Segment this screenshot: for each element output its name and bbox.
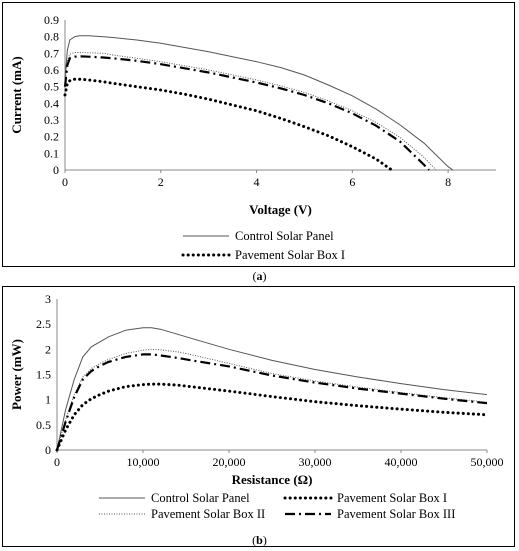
x-tick-label: 0 (62, 175, 68, 189)
caption-b: (b) (252, 533, 267, 547)
series-line-control-solar-panel (56, 327, 488, 451)
x-tick-label: 20,000 (213, 455, 246, 469)
y-axis-label: Current (mA) (9, 56, 24, 133)
x-tick-label: 10,000 (127, 455, 160, 469)
x-axis-label: Resistance (Ω) (232, 472, 313, 487)
x-tick-label: 40,000 (385, 455, 418, 469)
y-tick-label: 0.3 (44, 113, 59, 127)
legend-label-pavement-solar-box-ii: Pavement Solar Box II (151, 507, 265, 521)
y-tick-label: 2 (45, 342, 51, 356)
x-tick-label: 30,000 (299, 455, 332, 469)
x-axis-label: Voltage (V) (249, 202, 312, 217)
x-tick-label: 8 (445, 175, 451, 189)
series-line-pavement-solar-box-ii (64, 52, 437, 171)
legend-label-pavement-solar-box-i: Pavement Solar Box I (337, 491, 447, 505)
legend-label-pavement-solar-box-iii: Pavement Solar Box III (337, 507, 455, 521)
chart-a: 0 0.1 0.2 0.3 0.4 0.5 0.6 0.7 0.8 0.9 0 2 4 6 8 Voltage… (9, 13, 496, 262)
y-tick-label: 0.5 (36, 418, 51, 432)
y-tick-label: 0 (45, 443, 51, 457)
y-tick-label: 0.1 (44, 146, 59, 160)
y-tick-label: 0.2 (44, 130, 59, 144)
y-tick-label: 0.4 (44, 96, 59, 110)
y-tick-label: 1.5 (36, 368, 51, 382)
y-tick-label: 0 (53, 163, 59, 177)
x-tick-label: 2 (158, 175, 164, 189)
chart-b: 0 0.5 1 1.5 2 2.5 3 0 10,000 20,000 30,000 40,000 50… (9, 292, 504, 521)
y-tick-label: 3 (45, 292, 51, 306)
series-line-control-solar-panel (64, 35, 454, 171)
x-tick-label: 50,000 (471, 455, 504, 469)
x-tick-label: 0 (54, 455, 60, 469)
chart-b-frame: 0 0.5 1 1.5 2 2.5 3 0 10,000 20,000 30,000 40,000 50… (2, 286, 515, 547)
y-tick-label: 0.5 (44, 80, 59, 94)
y-tick-label: 0.7 (44, 46, 59, 60)
legend-label-control-solar-panel: Control Solar Panel (235, 229, 334, 243)
series-line-pavement-solar-box-i (63, 77, 395, 172)
y-tick-label: 0.8 (44, 30, 59, 44)
series-line-pavement-solar-box-iii (55, 353, 488, 451)
legend-label-pavement-solar-box-i: Pavement Solar Box I (235, 248, 345, 262)
y-tick-label: 0.9 (44, 13, 59, 27)
y-axis-label: Power (mW) (9, 339, 24, 410)
series-line-pavement-solar-box-ii (56, 348, 488, 451)
x-tick-label: 4 (254, 175, 260, 189)
y-tick-label: 1 (45, 393, 51, 407)
chart-a-frame: 0 0.1 0.2 0.3 0.4 0.5 0.6 0.7 0.8 0.9 0 2 4 6 8 Voltage… (2, 2, 515, 267)
caption-a: (a) (252, 269, 267, 283)
legend-label-control-solar-panel: Control Solar Panel (151, 491, 250, 505)
y-tick-label: 0.6 (44, 63, 59, 77)
series-line-pavement-solar-box-i (55, 382, 489, 452)
y-tick-label: 2.5 (36, 317, 51, 331)
x-tick-label: 6 (349, 175, 355, 189)
series-line-pavement-solar-box-iii (63, 55, 430, 171)
